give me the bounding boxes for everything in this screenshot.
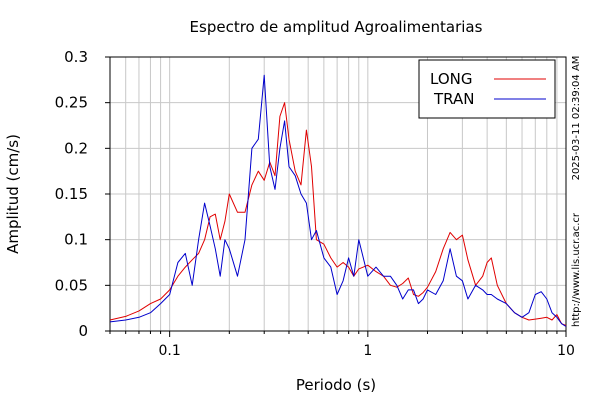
series-layer bbox=[109, 74, 567, 327]
y-axis: 0 0.05 0.1 0.15 0.2 0.25 0.3 bbox=[55, 48, 110, 340]
x-tick-label: 1 bbox=[363, 343, 372, 359]
legend-label-tran: TRAN bbox=[433, 90, 474, 108]
y-tick-label: 0.3 bbox=[64, 48, 88, 66]
series-line-tran bbox=[109, 74, 567, 327]
y-tick-label: 0.15 bbox=[55, 185, 88, 203]
x-axis: 0.1 1 10 bbox=[109, 331, 575, 359]
grid bbox=[110, 57, 566, 331]
x-tick-label: 0.1 bbox=[159, 343, 181, 359]
legend-label-long: LONG bbox=[430, 70, 472, 88]
x-tick-label: 10 bbox=[557, 343, 575, 359]
y-tick-label: 0.05 bbox=[55, 276, 88, 294]
series-line-long bbox=[109, 102, 567, 326]
website-label: http://www.lis.ucr.ac.cr bbox=[571, 212, 582, 327]
x-axis-label: Periodo (s) bbox=[296, 376, 376, 394]
timestamp-label: 2025-03-11 02:39:04 AM bbox=[571, 56, 582, 181]
y-axis-label: Amplitud (cm/s) bbox=[4, 134, 22, 254]
y-tick-label: 0.2 bbox=[64, 139, 88, 157]
y-tick-label: 0.25 bbox=[55, 94, 88, 112]
chart-title: Espectro de amplitud Agroalimentarias bbox=[190, 18, 483, 36]
legend-box bbox=[418, 59, 556, 119]
y-tick-label: 0.1 bbox=[64, 231, 88, 249]
y-tick-label: 0 bbox=[78, 322, 88, 340]
legend: LONG TRAN bbox=[418, 59, 556, 119]
